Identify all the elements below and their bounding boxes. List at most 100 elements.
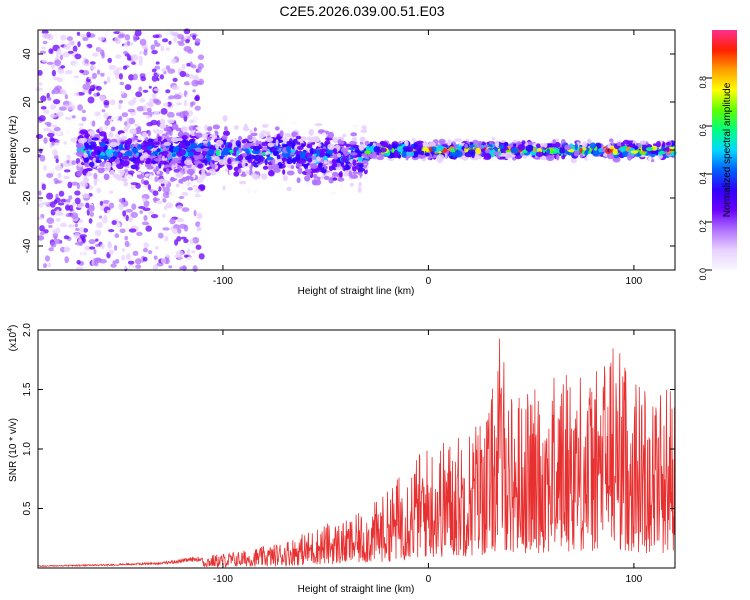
spectrogram-cell [60, 198, 67, 203]
spectrogram-cell [38, 82, 43, 86]
spectrogram-cell [431, 146, 437, 152]
spectrogram-cell [124, 235, 128, 241]
spectrogram-cell [158, 162, 162, 169]
spectrogram-cell [187, 187, 193, 191]
spectrogram-cell [54, 165, 63, 171]
spectrogram-cell [125, 214, 129, 222]
spectrogram-cell [148, 85, 152, 89]
spectrogram-cell [155, 165, 159, 172]
spectrogram-cell [165, 168, 170, 175]
spectrogram-cell [162, 102, 169, 107]
spectrogram-cell [151, 50, 158, 55]
spectrogram-cell [436, 154, 445, 161]
spectrogram-cell [79, 129, 88, 135]
spectrogram-cell [192, 184, 197, 188]
spectrogram-cell [170, 58, 177, 64]
spectrogram-cell [143, 215, 148, 221]
spectrogram-cell [120, 149, 127, 154]
spectrogram-cell [500, 140, 506, 143]
spectrogram-cell [142, 197, 147, 203]
spectrogram-cell [504, 141, 509, 147]
figure-title: C2E5.2026.039.00.51.E03 [279, 3, 444, 19]
spectrogram-cell [455, 150, 463, 158]
spectrogram-cell [74, 197, 81, 205]
spectrogram-cell [64, 247, 70, 251]
spectrogram-cell [95, 238, 99, 242]
spectrogram-cell [119, 33, 126, 37]
spectrogram-cell [340, 140, 345, 145]
spectrogram-cell [119, 228, 126, 234]
spectrogram-cell [286, 170, 295, 176]
spectrogram-cell [42, 40, 48, 45]
spectrogram-cell [249, 129, 253, 135]
spectrogram-cell [659, 150, 666, 155]
spectrogram-cell [74, 79, 81, 84]
spectrogram-cell [147, 130, 151, 137]
spectrogram-cell [103, 173, 110, 181]
spectrogram-cell [108, 40, 116, 44]
spectrogram-cell [135, 264, 142, 269]
spectrogram-cell [38, 115, 46, 122]
spectrogram-cell [332, 177, 338, 181]
spectrogram-cell [163, 141, 172, 146]
spectrogram-cell [185, 73, 190, 78]
spectrogram-cell [46, 192, 54, 200]
spectrogram-cell [128, 216, 133, 223]
spectrogram-cell [60, 180, 67, 187]
spectrogram-cell [491, 137, 496, 141]
spectrogram-cell [162, 213, 166, 218]
spectrogram-cell [76, 259, 81, 265]
spectrogram-cell [199, 222, 205, 228]
spectrogram-cell [184, 159, 193, 166]
colorbar-label: Normalized spectral amplitude [722, 82, 733, 217]
spectrogram-cell [78, 122, 84, 127]
spectrogram-cell [221, 135, 228, 140]
spectrogram-cell [282, 175, 288, 181]
spectrogram-cell [108, 175, 115, 180]
spectrogram-cell [620, 142, 625, 147]
spectrogram-cell [37, 235, 45, 241]
spectrogram-cell [163, 173, 172, 180]
spectrogram-cell [655, 141, 661, 148]
spectrogram-cell [88, 161, 95, 167]
spectrogram-cell [584, 150, 589, 156]
spectrogram-cell [65, 205, 71, 211]
spectrogram-cell [348, 147, 356, 151]
spectrogram-cell [579, 147, 583, 154]
spectrogram-cell [292, 157, 296, 165]
spectrogram-cell [182, 111, 189, 117]
spectrogram-cell [233, 147, 237, 154]
spectrogram-cell [253, 154, 262, 162]
spectrogram-cell [194, 105, 201, 111]
spectrogram-cell [92, 120, 96, 127]
spectrogram-cell [101, 263, 106, 267]
spectrogram-cell [173, 94, 182, 100]
spectrogram-cell [277, 154, 281, 160]
spectrogram-cell [321, 132, 327, 137]
spectrogram-cell [391, 148, 395, 154]
spectrogram-cell [237, 135, 243, 141]
spectrogram-cell [118, 198, 124, 203]
spectrogram-cell [81, 109, 86, 114]
spectrogram-cell [592, 150, 600, 157]
spectrogram-cell [128, 157, 136, 162]
spectrogram-cell [151, 93, 157, 99]
spectrogram-cell [50, 104, 57, 110]
spectrogram-cell [65, 199, 71, 203]
spectrogram-cell [46, 123, 52, 127]
spectrogram-cell [259, 135, 264, 139]
spectrogram-cell [190, 142, 198, 148]
spectrogram-cell [272, 147, 278, 151]
spectrogram-cell [138, 86, 143, 92]
spectrogram-cell [194, 96, 200, 101]
spectrogram-cell [308, 128, 314, 136]
spectrogram-cell [77, 104, 83, 111]
spectrogram-cell [237, 154, 244, 161]
spectrogram-cell [521, 140, 526, 145]
spectrogram-cell [274, 126, 280, 131]
spectrogram-cell [155, 184, 159, 191]
spectrogram-cell [52, 76, 61, 81]
spectrogram-cell [468, 141, 474, 146]
spectrogram-cell [93, 249, 97, 255]
spectrogram-cell [172, 146, 178, 153]
